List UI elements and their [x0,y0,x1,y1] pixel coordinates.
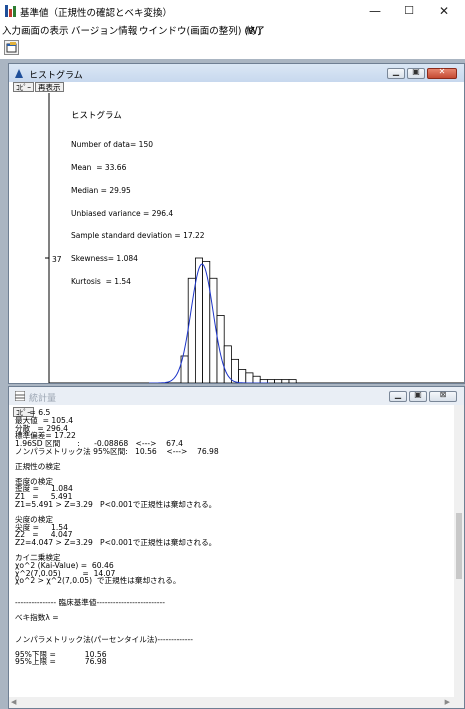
child-restore-button[interactable]: ▣ [407,67,425,79]
stats-line: 正規性の検定 [15,461,61,471]
scroll-left-icon[interactable]: ◀ [11,698,17,706]
histogram-stats: Number of data= 150 Mean = 33.66 Median … [71,126,205,301]
histogram-bar [281,379,290,383]
restore-icon: ▣ [412,67,420,76]
stat-sd: Sample standard deviation = 17.22 [71,231,205,241]
stats-line [15,547,455,554]
stats-line: χo^2 > χ^2(7,0.05) で正規性は棄却される。 [15,576,181,586]
stats-line: 尖度の検定 [15,514,53,524]
stats-line: Z1 = 5.491 [15,492,73,502]
stats-line: χo^2 (Kai-Value) = 60.46 [15,560,114,570]
stats-line [15,471,455,478]
copy-button[interactable]: ｺﾋﾟｰ [13,82,34,92]
statistics-title-bar[interactable]: 統計量 ▁ ▣ ⊠ [9,387,464,405]
y-tick-label: 37 [52,255,62,264]
restore-icon: ▣ [414,390,422,399]
vertical-scrollbar[interactable] [454,405,464,698]
stats-line [15,622,455,629]
close-icon: ✕ [438,67,446,76]
menu-exit[interactable]: 終了 [246,26,266,37]
minimize-icon: ▁ [392,67,400,76]
stats-line [15,509,455,516]
title-bar: 基準値（正規性の確認とベキ変換） — ☐ ✕ [0,0,465,22]
histogram-title-bar[interactable]: ヒストグラム ▁ ▣ ✕ [9,64,464,82]
stats-line: 95%下限 = 10.56 [15,649,107,659]
scroll-right-icon[interactable]: ▶ [444,698,450,706]
toolbar [0,38,465,58]
histogram-bar [216,315,225,383]
menu-show-input[interactable]: 入力画面の表示 [2,26,69,37]
maximize-button[interactable]: ☐ [404,4,414,17]
stat-skewness: Skewness= 1.084 [71,254,138,264]
histogram-bar [266,379,275,383]
stats-line: 尖度 = 1.54 [15,522,68,532]
histogram-bar [238,369,247,383]
stats-line: 標準偏差= 17.22 [15,431,76,441]
minimize-button[interactable]: — [369,4,381,18]
stats-line: 95%上限 = 76.98 [15,657,107,667]
child-minimize-button[interactable]: ▁ [387,67,405,79]
stats-line: Z1=5.491 > Z=3.29 P<0.001で正規性は棄却される。 [15,499,217,509]
stats-line: 歪度 = 1.084 [15,484,73,494]
stats-line: Z2 = 4.047 [15,530,73,540]
histogram-window: ヒストグラム ▁ ▣ ✕ ｺﾋﾟｰ 再表示 37 ヒストグラム Number o… [8,63,465,384]
stat-count: Number of data= 150 [71,140,154,150]
histogram-heading: ヒストグラム [71,111,122,121]
stats-line: ノンパラメトリック法(パーセンタイル法)------------- [15,634,194,644]
stat-variance: Unbiased variance = 296.4 [71,208,174,218]
stats-line: カイ二乗検定 [15,552,61,562]
stats-copy-button[interactable]: ｺﾋﾟｰ [13,407,34,417]
menu-window[interactable]: ウインドウ(画面の整列) (W) [139,26,262,37]
stats-line: 分散 = 296.4 [15,423,68,433]
stats-line: べキ指数λ = [15,612,59,622]
stat-mean: Mean = 33.66 [71,162,127,172]
scroll-thumb[interactable] [456,513,462,579]
stats-line: = 6.5 [15,408,51,417]
stats-line [15,456,455,463]
statistics-text: = 6.5 最大値 = 105.4 分散 = 296.4 標準偏差= 17.22 1.9… [15,409,455,666]
stats-line [15,585,455,592]
open-input-button[interactable] [4,40,19,55]
stat-close-button[interactable]: ⊠ [429,390,457,402]
menu-version[interactable]: バージョン情報 [71,26,138,37]
histogram-bar [223,345,232,383]
minimize-icon: ▁ [394,390,402,399]
app-icon [5,5,16,17]
histogram-window-title: ヒストグラム [29,71,83,81]
histogram-bar [245,372,254,383]
window-icon [6,42,17,53]
statistics-window: 統計量 ▁ ▣ ⊠ ｺﾋﾟｰ = 6.5 最大値 = 105.4 分散 = 296.… [8,386,465,709]
table-icon [15,391,25,401]
stats-line [15,607,455,614]
stat-minimize-button[interactable]: ▁ [389,390,407,402]
close-icon: ⊠ [439,390,447,399]
histogram-chart: 37 [45,93,464,383]
redraw-button[interactable]: 再表示 [35,82,64,92]
horizontal-scrollbar[interactable]: ◀ ▶ [9,697,464,708]
stat-kurtosis: Kurtosis = 1.54 [71,276,131,286]
histogram-bar [252,375,261,383]
statistics-window-title: 統計量 [29,394,57,404]
stat-restore-button[interactable]: ▣ [409,390,427,402]
stats-line: 1.96SD 区間 : -0.08868 <---> 67.4 [15,439,184,449]
stats-line: --------------- 臨床基準値-------------------… [15,598,165,608]
stats-line: ノンパラメトリック法 95%区間: 10.56 <---> 76.98 [15,446,219,456]
stats-line: 最大値 = 105.4 [15,415,74,425]
child-close-button[interactable]: ✕ [427,67,457,79]
histogram-bar [259,379,268,383]
histogram-bar [274,379,283,383]
histogram-bar [288,379,297,383]
stats-line: 歪度の検定 [15,476,53,486]
window-title: 基準値（正規性の確認とベキ変換） [20,8,173,19]
stat-median: Median = 29.95 [71,185,131,195]
histogram-bar [230,358,239,383]
normal-curve [149,263,269,383]
close-button[interactable]: ✕ [438,4,450,18]
stats-line: χ^2(7,0.05) = 14.07 [15,568,116,578]
chart-icon [15,69,23,78]
menu-bar: 入力画面の表示 バージョン情報 ウインドウ(画面の整列) (W) 終了 [0,23,465,37]
stats-line: Z2=4.047 > Z=3.29 P<0.001で正規性は棄却される。 [15,538,217,548]
